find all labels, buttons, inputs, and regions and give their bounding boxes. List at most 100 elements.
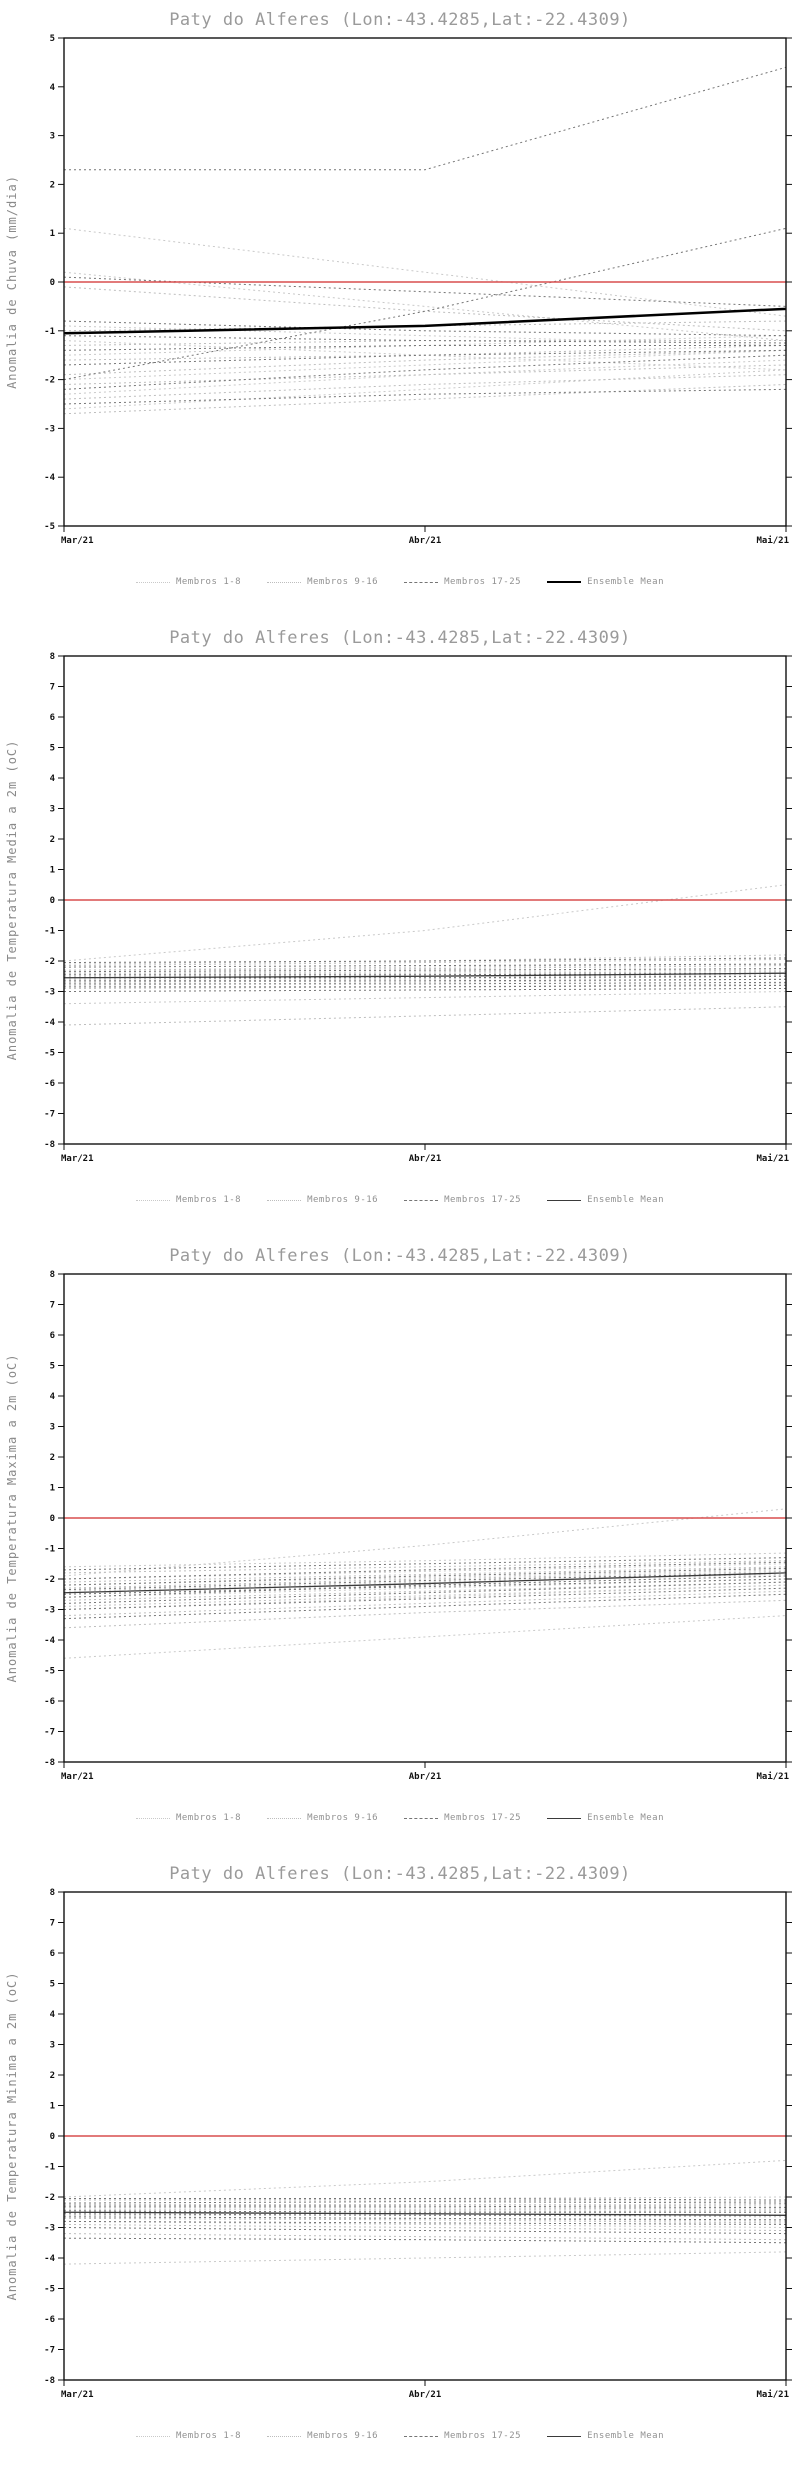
chart-title: Paty do Alferes (Lon:-43.4285,Lat:-22.43… <box>169 1864 631 1884</box>
svg-text:8: 8 <box>50 1270 55 1280</box>
legend-line-sample-ensemble-mean <box>547 581 582 583</box>
legend-line-sample-ensemble-mean <box>547 1817 582 1819</box>
chart-panel-chuva: Paty do Alferes (Lon:-43.4285,Lat:-22.43… <box>0 0 800 618</box>
svg-text:5: 5 <box>50 744 55 754</box>
svg-text:4: 4 <box>50 2010 56 2020</box>
svg-text:-3: -3 <box>44 2224 55 2234</box>
legend-line-sample-membros-17-25 <box>404 1199 439 1201</box>
svg-text:1: 1 <box>50 866 55 876</box>
legend-label: Membros 17-25 <box>444 577 522 587</box>
svg-text:Mai/21: Mai/21 <box>756 535 789 546</box>
svg-text:-2: -2 <box>44 957 55 967</box>
svg-text:7: 7 <box>50 683 55 693</box>
chart-title: Paty do Alferes (Lon:-43.4285,Lat:-22.43… <box>169 628 631 648</box>
svg-text:Anomalia de Temperatura Media: Anomalia de Temperatura Media a 2m (oC) <box>5 740 19 1061</box>
svg-text:Abr/21: Abr/21 <box>409 1772 442 1782</box>
svg-text:3: 3 <box>50 132 55 142</box>
svg-text:3: 3 <box>50 2041 55 2051</box>
legend-item: Membros 9-16 <box>267 1195 378 1205</box>
legend-label: Ensemble Mean <box>587 1813 665 1823</box>
svg-text:-8: -8 <box>44 1140 55 1150</box>
svg-text:2: 2 <box>50 180 55 190</box>
svg-text:8: 8 <box>50 652 55 662</box>
legend-line-sample-membros-1-8 <box>135 581 170 583</box>
legend-label: Ensemble Mean <box>587 2431 665 2441</box>
svg-text:-3: -3 <box>44 424 55 434</box>
legend-label: Membros 9-16 <box>307 1195 379 1205</box>
svg-text:4: 4 <box>50 83 56 93</box>
legend-item: Membros 17-25 <box>404 1813 521 1823</box>
svg-text:5: 5 <box>50 34 55 44</box>
svg-text:-3: -3 <box>44 1606 55 1616</box>
svg-text:4: 4 <box>50 1392 56 1402</box>
legend-label: Membros 9-16 <box>307 1813 379 1823</box>
svg-text:Mar/21: Mar/21 <box>61 536 94 546</box>
legend-label: Ensemble Mean <box>587 577 665 587</box>
legend-label: Membros 17-25 <box>444 2431 522 2441</box>
chart-panel-temp-media: Paty do Alferes (Lon:-43.4285,Lat:-22.43… <box>0 618 800 1236</box>
legend-line-sample-membros-17-25 <box>404 2435 439 2437</box>
svg-text:-8: -8 <box>44 1758 55 1768</box>
legend-item: Ensemble Mean <box>547 1195 664 1205</box>
chart-panel-temp-minima: Paty do Alferes (Lon:-43.4285,Lat:-22.43… <box>0 1854 800 2472</box>
svg-text:Anomalia de Temperatura Minima: Anomalia de Temperatura Minima a 2m (oC) <box>5 1972 19 2301</box>
svg-text:-4: -4 <box>44 2254 55 2264</box>
svg-text:-3: -3 <box>44 988 55 998</box>
svg-text:0: 0 <box>50 896 55 906</box>
svg-text:-7: -7 <box>44 2346 55 2356</box>
legend-label: Membros 1-8 <box>175 577 242 587</box>
svg-text:-2: -2 <box>44 376 55 386</box>
legend-line-sample-membros-17-25 <box>404 1817 439 1819</box>
legend-item: Ensemble Mean <box>547 2431 664 2441</box>
ensemble-plot-temp-minima: -8 -7 -6 -5 -4 -3 -2 -1 0 1 2 3 4 5 6 7 8 Mar/21 Abr/21 Mai… <box>5 1888 792 2400</box>
legend-label: Ensemble Mean <box>587 1195 665 1205</box>
svg-text:Mar/21: Mar/21 <box>61 1154 94 1164</box>
svg-text:-1: -1 <box>44 2163 55 2173</box>
svg-text:0: 0 <box>50 2132 55 2142</box>
ensemble-plot-chuva: -5 -4 -3 -2 -1 0 1 2 3 4 5 Mar/21 Abr/21 Mai/21 Anomal… <box>5 34 792 546</box>
legend-line-sample-ensemble-mean <box>547 1199 582 1201</box>
legend-line-sample-membros-1-8 <box>135 2435 170 2437</box>
legend-label: Membros 1-8 <box>175 1195 242 1205</box>
svg-text:2: 2 <box>50 2071 55 2081</box>
svg-text:5: 5 <box>50 1980 55 1990</box>
legend-label: Membros 17-25 <box>444 1813 522 1823</box>
svg-text:-4: -4 <box>44 1636 55 1646</box>
svg-text:0: 0 <box>50 1514 55 1524</box>
svg-text:6: 6 <box>50 1331 55 1341</box>
legend-line-sample-ensemble-mean <box>547 2435 582 2437</box>
svg-text:-2: -2 <box>44 2193 55 2203</box>
legend: Membros 1-8 Membros 9-16 Membros 17-25 E… <box>0 1188 800 1212</box>
legend-line-sample-membros-9-16 <box>267 2435 302 2437</box>
legend-label: Membros 1-8 <box>175 1813 242 1823</box>
svg-text:1: 1 <box>50 2102 55 2112</box>
legend-item: Membros 17-25 <box>404 2431 521 2441</box>
svg-text:Mai/21: Mai/21 <box>756 1153 789 1164</box>
legend-label: Membros 9-16 <box>307 577 379 587</box>
svg-text:2: 2 <box>50 835 55 845</box>
legend: Membros 1-8 Membros 9-16 Membros 17-25 E… <box>0 1806 800 1830</box>
legend-label: Membros 17-25 <box>444 1195 522 1205</box>
svg-text:-7: -7 <box>44 1110 55 1120</box>
svg-text:Mar/21: Mar/21 <box>61 1772 94 1782</box>
legend-line-sample-membros-9-16 <box>267 581 302 583</box>
legend-line-sample-membros-1-8 <box>135 1817 170 1819</box>
svg-text:Abr/21: Abr/21 <box>409 536 442 546</box>
svg-text:-4: -4 <box>44 473 55 483</box>
svg-text:7: 7 <box>50 1919 55 1929</box>
svg-text:5: 5 <box>50 1362 55 1372</box>
svg-text:3: 3 <box>50 1423 55 1433</box>
legend-label: Membros 1-8 <box>175 2431 242 2441</box>
svg-text:Mar/21: Mar/21 <box>61 2390 94 2400</box>
svg-text:-6: -6 <box>44 1697 55 1707</box>
svg-text:4: 4 <box>50 774 56 784</box>
svg-text:3: 3 <box>50 805 55 815</box>
svg-text:Abr/21: Abr/21 <box>409 2390 442 2400</box>
svg-text:-5: -5 <box>44 1667 55 1677</box>
legend-item: Membros 17-25 <box>404 577 521 587</box>
svg-text:-1: -1 <box>44 927 55 937</box>
legend-item: Membros 1-8 <box>135 2431 242 2441</box>
svg-text:8: 8 <box>50 1888 55 1898</box>
svg-text:-1: -1 <box>44 1545 55 1555</box>
chart-title: Paty do Alferes (Lon:-43.4285,Lat:-22.43… <box>169 1246 631 1266</box>
